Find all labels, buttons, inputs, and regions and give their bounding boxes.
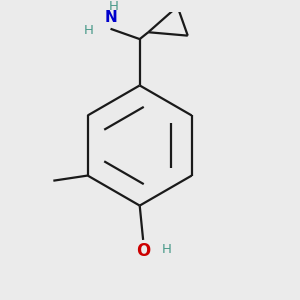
Text: O: O <box>136 242 150 260</box>
Text: N: N <box>104 11 117 26</box>
Text: H: H <box>84 24 94 37</box>
Text: H: H <box>162 243 172 256</box>
Text: H: H <box>108 0 118 13</box>
